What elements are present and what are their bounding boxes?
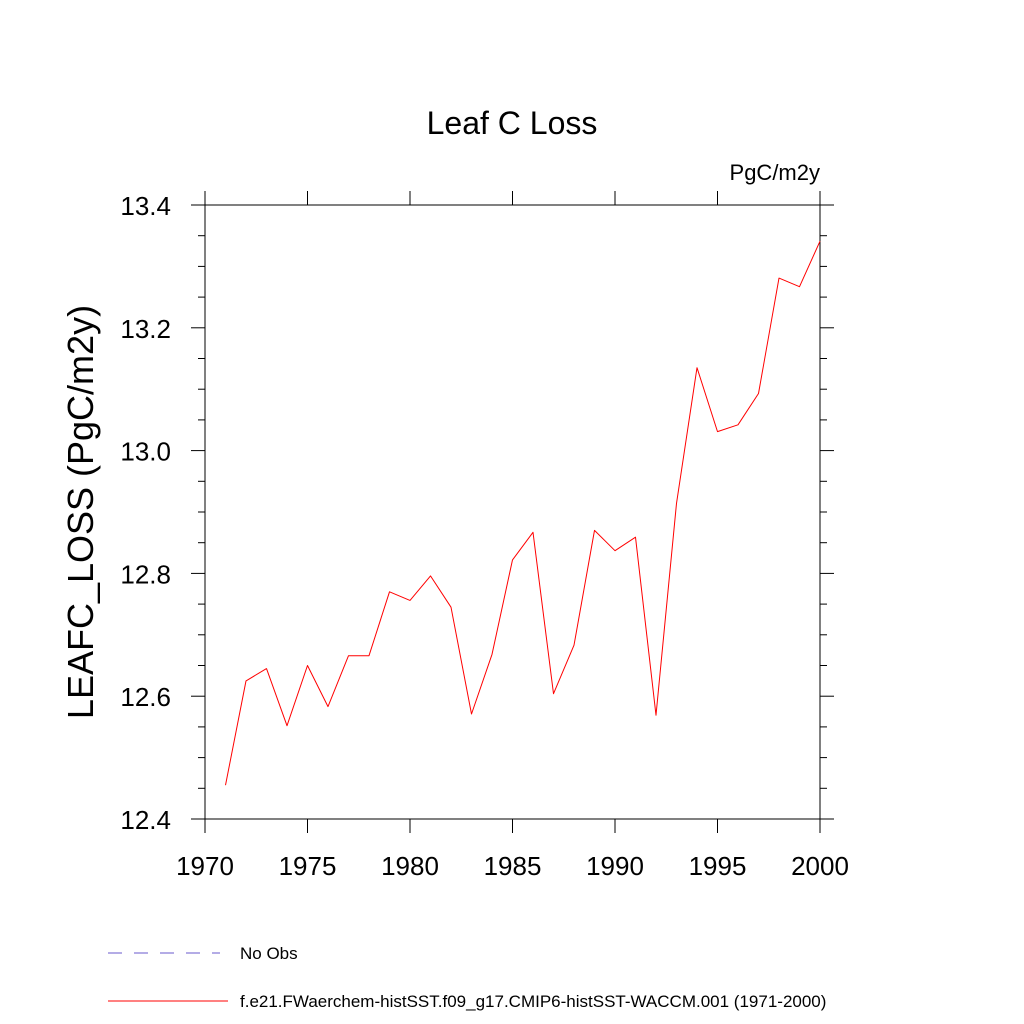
minor-ticks <box>198 235 827 789</box>
x-tick-label: 2000 <box>791 851 849 881</box>
y-tick-label: 12.4 <box>120 805 171 835</box>
series-line <box>225 240 821 786</box>
y-tick-labels: 12.4 12.6 12.8 13.0 13.2 13.4 <box>120 191 171 835</box>
legend: No Obs f.e21.FWaerchem-histSST.f09_g17.C… <box>108 944 826 1011</box>
legend-label-model-run: f.e21.FWaerchem-histSST.f09_g17.CMIP6-hi… <box>240 992 826 1011</box>
x-tick-label: 1980 <box>381 851 439 881</box>
plot-frame <box>204 204 821 820</box>
major-ticks <box>191 191 834 833</box>
units-label: PgC/m2y <box>730 160 820 185</box>
x-tick-label: 1990 <box>586 851 644 881</box>
series-group <box>225 240 821 786</box>
x-tick-label: 1970 <box>176 851 234 881</box>
chart-title: Leaf C Loss <box>427 105 598 141</box>
y-tick-label: 13.2 <box>120 314 171 344</box>
x-tick-labels: 1970 1975 1980 1985 1990 1995 2000 <box>176 851 849 881</box>
y-tick-label: 12.6 <box>120 682 171 712</box>
y-axis-label: LEAFC_LOSS (PgC/m2y) <box>60 305 101 719</box>
x-tick-label: 1975 <box>279 851 337 881</box>
y-tick-label: 13.4 <box>120 191 171 221</box>
y-tick-label: 13.0 <box>120 437 171 467</box>
x-tick-label: 1985 <box>484 851 542 881</box>
x-tick-label: 1995 <box>689 851 747 881</box>
y-tick-label: 12.8 <box>120 559 171 589</box>
legend-label-no-obs: No Obs <box>240 944 298 963</box>
